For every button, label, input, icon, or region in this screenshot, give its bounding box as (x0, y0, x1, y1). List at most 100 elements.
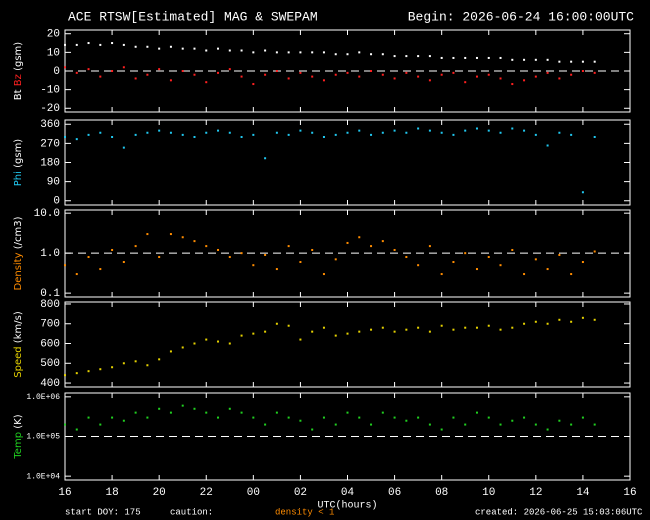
data-point (452, 56, 455, 59)
y-tick-label: 400 (40, 378, 60, 390)
data-point (134, 45, 137, 48)
data-point (417, 75, 420, 78)
data-point (99, 268, 102, 271)
panel-frame (64, 301, 631, 388)
data-point (322, 416, 325, 419)
y-label-series: Bt (13, 89, 24, 100)
data-point (299, 419, 302, 422)
data-point (228, 49, 231, 52)
data-point (217, 248, 220, 251)
data-point (452, 416, 455, 419)
y-axis-label: Temp (K) (13, 414, 24, 459)
y-tick-label: 0 (53, 196, 60, 208)
y-tick-label: -20 (40, 103, 60, 115)
y-axis-label: Density (/cm3) (13, 216, 24, 290)
data-point (181, 70, 184, 72)
data-point (534, 75, 537, 78)
data-point (240, 252, 243, 255)
data-point (499, 131, 502, 134)
data-point (287, 416, 290, 419)
data-point (428, 423, 431, 426)
data-point (417, 416, 420, 419)
data-point (452, 133, 455, 136)
data-point (252, 133, 255, 136)
data-point (534, 320, 537, 323)
data-point (417, 264, 420, 267)
data-point (158, 129, 161, 132)
data-point (228, 342, 231, 345)
data-point (346, 71, 349, 74)
data-point (428, 330, 431, 333)
data-point (534, 133, 537, 136)
data-point (358, 75, 361, 78)
data-point (75, 43, 78, 46)
data-point (558, 318, 561, 321)
data-point (75, 372, 78, 375)
y-label-series: Phi (13, 171, 24, 186)
data-point (99, 131, 102, 134)
data-point (428, 79, 431, 82)
y-label-unit: (km/s) (13, 311, 24, 343)
data-point (523, 129, 526, 132)
data-point (111, 42, 114, 45)
data-point (487, 416, 490, 419)
data-point (475, 56, 478, 59)
y-tick-label: 90 (47, 177, 60, 189)
data-point (146, 131, 149, 134)
data-point (417, 55, 420, 58)
y-tick-label: 1.0E+05 (26, 433, 60, 442)
data-point (487, 256, 490, 259)
data-point (370, 423, 373, 426)
x-axis-label: UTC(hours) (317, 500, 377, 512)
data-point (217, 129, 220, 132)
data-point (334, 334, 337, 337)
data-point (169, 79, 172, 82)
data-point (523, 58, 526, 61)
data-point (440, 428, 443, 431)
data-point (111, 366, 114, 369)
data-point (464, 129, 467, 132)
data-point (311, 51, 314, 54)
data-point (299, 71, 302, 74)
data-point (546, 58, 549, 61)
begin-time: Begin: 2026-06-24 16:00:00UTC (408, 9, 634, 24)
data-point (381, 53, 384, 56)
data-point (205, 131, 208, 134)
data-point (275, 411, 278, 414)
data-point (275, 322, 278, 325)
data-point (264, 253, 267, 256)
data-point (428, 129, 431, 132)
x-tick-label: 20 (153, 487, 166, 499)
data-point (393, 330, 396, 333)
data-point (181, 47, 184, 50)
data-point (405, 256, 408, 259)
data-point (346, 53, 349, 56)
data-point (252, 416, 255, 419)
data-point (417, 127, 420, 130)
data-point (322, 79, 325, 82)
data-point (193, 73, 196, 76)
data-point (64, 66, 66, 69)
data-point (158, 358, 161, 361)
data-point (193, 240, 196, 243)
data-point (581, 70, 584, 72)
data-point (275, 268, 278, 271)
data-point (358, 51, 361, 54)
data-point (134, 360, 137, 363)
data-point (334, 423, 337, 426)
data-point (370, 245, 373, 248)
data-point (393, 416, 396, 419)
x-tick-label: 02 (294, 487, 307, 499)
data-point (158, 407, 161, 410)
data-point (546, 144, 549, 147)
data-point (322, 273, 325, 276)
data-point (534, 258, 537, 261)
data-point (99, 423, 102, 426)
data-point (440, 131, 443, 134)
data-point (228, 407, 231, 410)
y-tick-label: 1.0 (40, 248, 60, 260)
data-point (146, 364, 149, 367)
data-point (558, 60, 561, 63)
data-point (475, 326, 478, 329)
data-point (205, 245, 208, 248)
